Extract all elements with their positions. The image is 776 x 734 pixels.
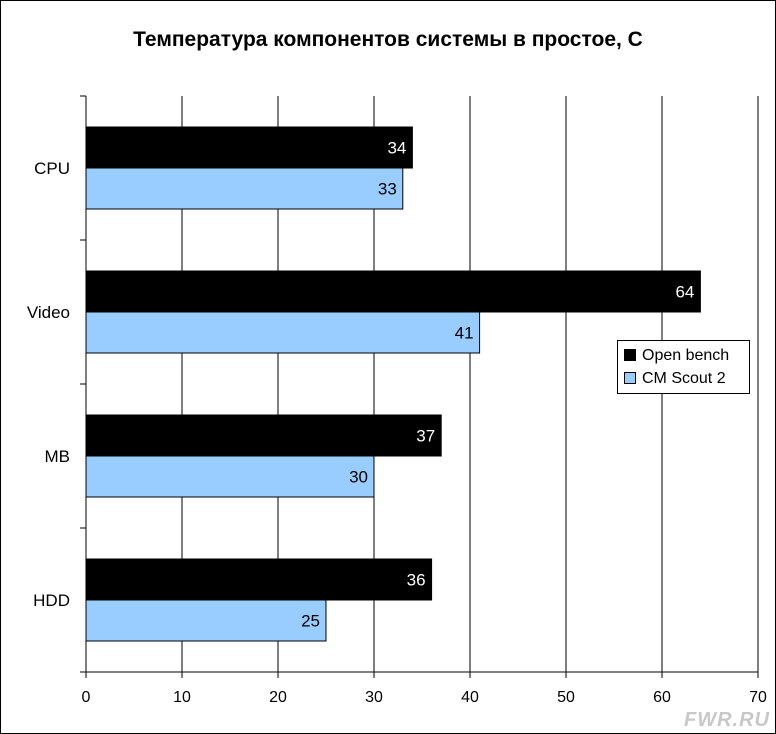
x-tick-label-70: 70 (749, 689, 767, 706)
bar-hdd-open-bench (85, 558, 433, 601)
data-label-hdd-open-bench: 36 (407, 571, 426, 590)
data-label-video-open-bench: 64 (675, 283, 694, 302)
legend-swatch-cm-scout-2 (624, 371, 636, 384)
x-tick-label-20: 20 (269, 689, 287, 706)
chart-title: Температура компонентов системы в просто… (133, 28, 643, 51)
x-tick-label-10: 10 (173, 689, 191, 706)
legend-label-cm-scout-2: CM Scout 2 (642, 370, 726, 387)
legend-item-cm-scout-2: CM Scout 2 (624, 369, 726, 389)
x-tick-label-0: 0 (82, 689, 91, 706)
category-label-mb: MB (45, 447, 71, 466)
legend-item-open-bench: Open bench (624, 346, 729, 366)
data-label-hdd-cm-scout-2: 25 (301, 612, 320, 631)
bar-video-cm-scout-2 (85, 311, 481, 354)
labels: 0 10 20 30 40 50 60 70 34 33 CPU 64 41 Video 37 30 MB 36 2… (27, 139, 767, 707)
x-tick-label-50: 50 (557, 689, 575, 706)
legend-label-open-bench: Open bench (642, 347, 730, 364)
data-label-video-cm-scout-2: 41 (455, 324, 474, 343)
bar-cpu-cm-scout-2 (85, 167, 404, 210)
axes (80, 95, 759, 678)
x-tick-label-40: 40 (461, 689, 479, 706)
data-label-mb-open-bench: 37 (416, 427, 435, 446)
data-label-cpu-cm-scout-2: 33 (378, 180, 397, 199)
x-tick-label-60: 60 (653, 689, 671, 706)
bar-mb-open-bench (85, 414, 442, 457)
category-label-cpu: CPU (34, 159, 70, 178)
bar-mb-cm-scout-2 (85, 455, 375, 498)
x-tick-label-30: 30 (365, 689, 383, 706)
bar-video-open-bench (85, 270, 701, 313)
legend: Open bench CM Scout 2 (617, 340, 750, 394)
watermark-logo: FWR.RU (684, 709, 770, 731)
bar-hdd-cm-scout-2 (85, 599, 327, 642)
category-label-hdd: HDD (33, 591, 70, 610)
legend-swatch-open-bench (624, 348, 636, 361)
bar-cpu-open-bench (85, 126, 413, 169)
data-label-mb-cm-scout-2: 30 (349, 468, 368, 487)
category-label-video: Video (27, 303, 70, 322)
bars (85, 126, 701, 642)
data-label-cpu-open-bench: 34 (387, 139, 406, 158)
